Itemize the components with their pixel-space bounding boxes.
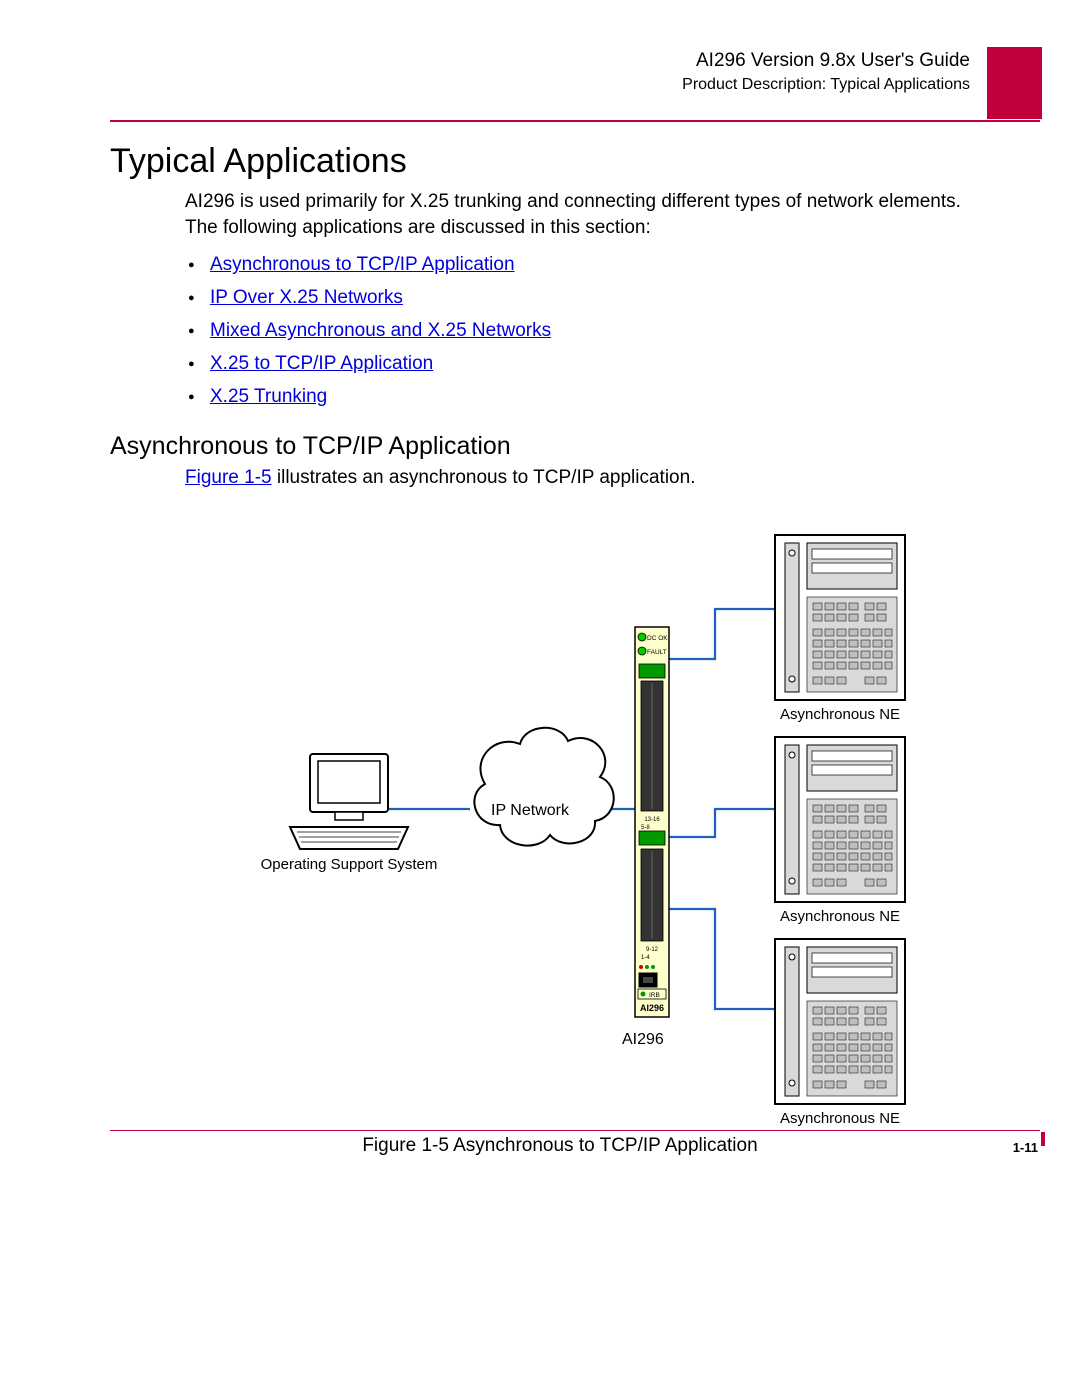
- header-accent-block: [987, 47, 1042, 119]
- ne-label-1: Asynchronous NE: [780, 706, 900, 723]
- link-x25-trunking[interactable]: X.25 Trunking: [210, 386, 327, 407]
- header-subtitle: Product Description: Typical Application…: [110, 76, 970, 94]
- link-x25-tcpip[interactable]: X.25 to TCP/IP Application: [210, 353, 433, 374]
- footer-rule: [110, 1130, 1040, 1131]
- cloud-label: IP Network: [491, 802, 570, 819]
- header-rule: [110, 120, 1040, 122]
- page-number: 1-11: [1013, 1140, 1038, 1155]
- application-links-list: Asynchronous to TCP/IP Application IP Ov…: [210, 254, 970, 408]
- figure-description: Figure 1-5 illustrates an asynchronous t…: [185, 467, 970, 489]
- device-label: AI296: [622, 1031, 664, 1048]
- svg-text:13-16: 13-16: [644, 817, 660, 823]
- link-item: Asynchronous to TCP/IP Application: [210, 254, 970, 276]
- svg-text:5-8: 5-8: [641, 825, 650, 831]
- footer-tick: [1041, 1132, 1045, 1146]
- figure-desc-text: illustrates an asynchronous to TCP/IP ap…: [272, 467, 696, 488]
- async-ne-2: Asynchronous NE: [775, 737, 905, 925]
- ne-label-2: Asynchronous NE: [780, 908, 900, 925]
- async-ne-3: Asynchronous NE: [775, 939, 905, 1127]
- ip-network-cloud: IP Network: [474, 728, 613, 846]
- async-ne-1: Asynchronous NE: [775, 535, 905, 723]
- link-async-tcpip[interactable]: Asynchronous to TCP/IP Application: [210, 254, 515, 275]
- page-header: AI296 Version 9.8x User's Guide Product …: [110, 50, 970, 120]
- svg-text:9-12: 9-12: [646, 947, 659, 953]
- svg-text:FAULT: FAULT: [647, 649, 667, 656]
- ai296-card-icon: DC OK FAULT 13-16 5-8 9-12 1-4: [622, 627, 669, 1048]
- link-item: IP Over X.25 Networks: [210, 287, 970, 309]
- svg-text:IRB: IRB: [649, 992, 660, 999]
- svg-text:1-4: 1-4: [641, 955, 650, 961]
- main-heading: Typical Applications: [110, 142, 970, 181]
- svg-text:AI296: AI296: [640, 1003, 664, 1013]
- link-item: X.25 to TCP/IP Application: [210, 353, 970, 375]
- link-item: Mixed Asynchronous and X.25 Networks: [210, 320, 970, 342]
- link-item: X.25 Trunking: [210, 386, 970, 408]
- link-ip-over-x25[interactable]: IP Over X.25 Networks: [210, 287, 403, 308]
- oss-label: Operating Support System: [261, 856, 438, 873]
- svg-text:DC OK: DC OK: [647, 635, 668, 642]
- network-diagram: IP Network Operating Support System: [185, 519, 965, 1129]
- header-title: AI296 Version 9.8x User's Guide: [110, 50, 970, 72]
- link-mixed-async-x25[interactable]: Mixed Asynchronous and X.25 Networks: [210, 320, 551, 341]
- figure-caption: Figure 1-5 Asynchronous to TCP/IP Applic…: [150, 1135, 970, 1157]
- ne-label-3: Asynchronous NE: [780, 1110, 900, 1127]
- oss-computer-icon: Operating Support System: [261, 754, 438, 873]
- sub-heading: Asynchronous to TCP/IP Application: [110, 432, 970, 461]
- intro-text: AI296 is used primarily for X.25 trunkin…: [185, 189, 970, 240]
- figure-ref-link[interactable]: Figure 1-5: [185, 467, 272, 488]
